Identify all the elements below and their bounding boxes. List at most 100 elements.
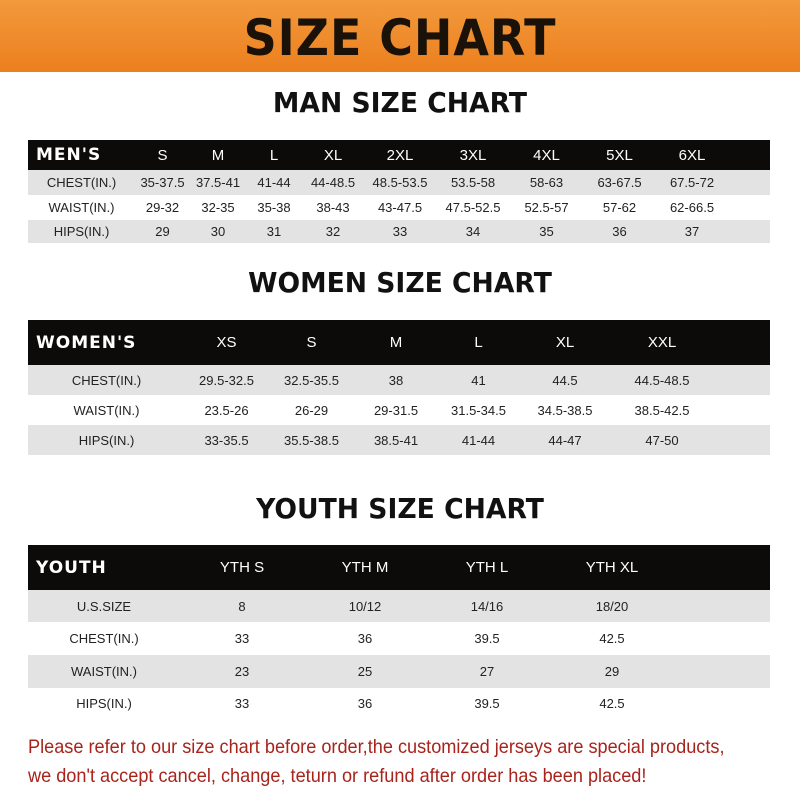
size-header: 2XL xyxy=(386,146,414,164)
banner: SIZE CHART xyxy=(0,0,800,72)
measurement-cell: 36 xyxy=(357,631,373,646)
measurement-cell: 53.5-58 xyxy=(450,175,496,190)
size-header: YTH L xyxy=(465,559,509,576)
table-corner-label: YOUTH xyxy=(36,557,107,578)
size-header: 3XL xyxy=(459,146,487,164)
measurement-cell: 36 xyxy=(357,695,373,711)
row-label: CHEST(IN.) xyxy=(46,175,117,190)
measurement-cell: 38.5-42.5 xyxy=(634,402,690,418)
measurement-cell: 33 xyxy=(234,631,250,646)
table-row: HIPS(IN.) 29 30 31 32 33 34 35 36 37 xyxy=(28,220,770,243)
table-row: WAIST(IN.) 29-32 32-35 35-38 38-43 43-47.5 47.… xyxy=(28,195,770,220)
measurement-cell: 27 xyxy=(479,664,495,679)
table-row: CHEST(IN.) 33 36 39.5 42.5 xyxy=(28,622,770,655)
table-row: HIPS(IN.) 33 36 39.5 42.5 xyxy=(28,688,770,718)
measurement-cell: 39.5 xyxy=(474,695,500,711)
measurement-cell: 44-48.5 xyxy=(310,175,356,190)
measurement-cell: 23 xyxy=(234,664,250,679)
table-row: WAIST(IN.) 23.5-26 26-29 29-31.5 31.5-34.5 34… xyxy=(28,395,770,425)
measurement-cell: 31.5-34.5 xyxy=(451,402,506,418)
measurement-cell: 67.5-72 xyxy=(669,175,715,190)
order-notice-line-1: Please refer to our size chart before or… xyxy=(28,736,725,758)
measurement-cell: 25 xyxy=(357,664,373,679)
measurement-cell: 37.5-41 xyxy=(195,175,241,190)
size-header: XS xyxy=(216,334,237,351)
measurement-cell: 23.5-26 xyxy=(204,402,249,418)
size-header: 5XL xyxy=(606,146,633,164)
row-label: CHEST(IN.) xyxy=(71,372,142,388)
measurement-cell: 42.5 xyxy=(599,695,625,711)
measurement-cell: 29 xyxy=(155,224,170,239)
measurement-cell: 52.5-57 xyxy=(524,200,569,215)
row-label: WAIST(IN.) xyxy=(73,402,140,418)
size-header: L xyxy=(474,334,483,351)
measurement-cell: 34 xyxy=(465,224,481,239)
measurement-cell: 32 xyxy=(325,224,341,239)
measurement-cell: 32-35 xyxy=(201,200,235,215)
size-header: M xyxy=(389,334,403,351)
measurement-cell: 8 xyxy=(238,598,246,614)
measurement-cell: 47.5-52.5 xyxy=(445,200,501,215)
measurement-cell: 14/16 xyxy=(470,598,504,614)
banner-title: SIZE CHART xyxy=(243,9,557,67)
measurement-cell: 35 xyxy=(539,224,554,239)
measurement-cell: 26-29 xyxy=(294,402,329,418)
measurement-cell: 38-43 xyxy=(316,200,350,215)
table-row: CHEST(IN.) 35-37.5 37.5-41 41-44 44-48.5 48.5… xyxy=(28,170,770,195)
measurement-cell: 42.5 xyxy=(599,631,625,646)
row-label: HIPS(IN.) xyxy=(78,432,135,448)
size-header: 6XL xyxy=(678,146,706,164)
row-label: CHEST(IN.) xyxy=(69,631,139,646)
table-row: CHEST(IN.) 29.5-32.5 32.5-35.5 38 41 44.5 44.5… xyxy=(28,365,770,395)
size-header: YTH XL xyxy=(585,559,639,576)
measurement-cell: 35-38 xyxy=(257,200,291,215)
measurement-cell: 35-37.5 xyxy=(140,175,185,190)
size-header: S xyxy=(157,146,168,164)
measurement-cell: 41-44 xyxy=(257,175,291,190)
table-corner-label: MEN'S xyxy=(36,145,102,165)
youth-section-title: YOUTH SIZE CHART xyxy=(256,492,544,525)
measurement-cell: 32.5-35.5 xyxy=(284,372,339,388)
table-row: U.S.SIZE 8 10/12 14/16 18/20 xyxy=(28,590,770,622)
size-header: S xyxy=(306,334,317,351)
men-section-title: MAN SIZE CHART xyxy=(272,86,528,119)
table-row: WAIST(IN.) 23 25 27 29 xyxy=(28,655,770,688)
size-header: 4XL xyxy=(533,146,560,164)
table-row: HIPS(IN.) 33-35.5 35.5-38.5 38.5-41 41-44 44-… xyxy=(28,425,770,455)
table-header-row: MEN'S S M L XL 2XL 3XL 4XL 5XL 6XL xyxy=(28,140,770,170)
youth-size-table: YOUTH YTH S YTH M YTH L YTH XL U.S.SIZE 8 10/12… xyxy=(28,545,770,718)
measurement-cell: 29.5-32.5 xyxy=(199,372,254,388)
measurement-cell: 48.5-53.5 xyxy=(372,175,428,190)
size-header: XL xyxy=(555,334,575,351)
measurement-cell: 47-50 xyxy=(645,432,679,448)
row-label: U.S.SIZE xyxy=(76,598,132,614)
measurement-cell: 18/20 xyxy=(595,598,629,614)
measurement-cell: 29-32 xyxy=(145,200,180,215)
measurement-cell: 38 xyxy=(388,372,404,388)
order-notice-line-2: we don't accept cancel, change, teturn o… xyxy=(28,765,647,787)
measurement-cell: 39.5 xyxy=(474,631,500,646)
size-header: XXL xyxy=(647,334,677,351)
measurement-cell: 29-31.5 xyxy=(373,402,419,418)
measurement-cell: 33-35.5 xyxy=(204,432,249,448)
women-section-title: WOMEN SIZE CHART xyxy=(248,266,552,299)
women-size-table: WOMEN'S XS S M L XL XXL CHEST(IN.) 29.5-32.5 32.5… xyxy=(28,320,770,455)
measurement-cell: 36 xyxy=(612,224,627,239)
measurement-cell: 44.5 xyxy=(552,372,578,388)
table-corner-label: WOMEN'S xyxy=(36,332,137,353)
measurement-cell: 58-63 xyxy=(529,175,564,190)
row-label: WAIST(IN.) xyxy=(48,200,115,215)
measurement-cell: 30 xyxy=(210,224,226,239)
size-header: XL xyxy=(323,146,343,164)
measurement-cell: 44-47 xyxy=(548,432,582,448)
measurement-cell: 41-44 xyxy=(461,432,496,448)
measurement-cell: 62-66.5 xyxy=(669,200,715,215)
measurement-cell: 41 xyxy=(471,372,486,388)
order-notice: Please refer to our size chart before or… xyxy=(28,733,744,791)
measurement-cell: 35.5-38.5 xyxy=(284,432,339,448)
row-label: HIPS(IN.) xyxy=(76,695,132,711)
table-header-row: YOUTH YTH S YTH M YTH L YTH XL xyxy=(28,545,770,590)
measurement-cell: 38.5-41 xyxy=(373,432,419,448)
measurement-cell: 34.5-38.5 xyxy=(537,402,593,418)
row-label: HIPS(IN.) xyxy=(53,224,110,239)
